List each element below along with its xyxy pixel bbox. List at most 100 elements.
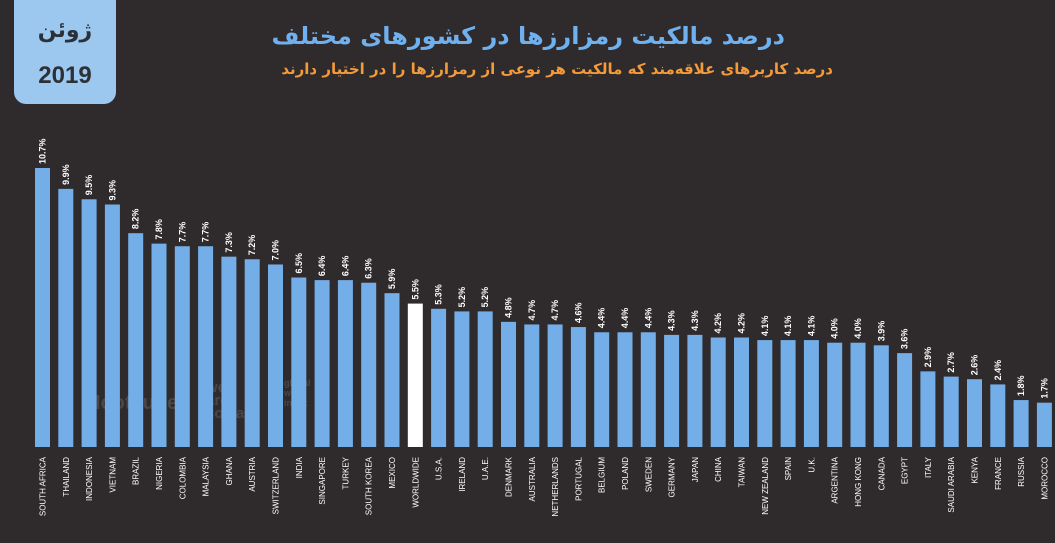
bar-saudi-arabia	[943, 376, 959, 447]
category-labels-group: SOUTH AFRICA THAILAND INDONESIA VIETNAM BRAZ…	[39, 456, 1050, 516]
value-label-thailand: 9.9%	[61, 164, 71, 185]
category-label-sweden: SWEDEN	[644, 457, 653, 492]
value-label-kenya: 2.6%	[970, 355, 980, 376]
category-label-turkey: TURKEY	[341, 456, 350, 489]
bar-hong-kong	[850, 342, 866, 447]
category-label-nigeria: NIGERIA	[155, 456, 164, 490]
value-label-australia: 4.7%	[527, 300, 537, 321]
category-label-singapore: SINGAPORE	[318, 457, 327, 505]
bar-ghana	[221, 256, 237, 447]
value-label-netherlands: 4.7%	[550, 300, 560, 321]
value-label-japan: 4.3%	[690, 310, 700, 331]
category-label-u-k: U.K.	[807, 457, 816, 473]
category-label-japan: JAPAN	[691, 457, 700, 482]
value-label-indonesia: 9.5%	[84, 175, 94, 196]
value-labels-group: 10.7% 9.9% 9.5% 9.3% 8.2% 7.8% 7.7% 7.7% 7.3% 7.2…	[38, 138, 1050, 398]
bar-u-s-a	[431, 308, 447, 447]
category-label-brazil: BRAZIL	[132, 456, 141, 485]
bar-south-africa	[35, 168, 50, 447]
value-label-russia: 1.8%	[1016, 376, 1026, 397]
category-label-morocco: MOROCCO	[1040, 457, 1049, 500]
value-label-argentina: 4.0%	[830, 318, 840, 339]
bar-indonesia	[81, 199, 97, 447]
value-label-france: 2.4%	[993, 360, 1003, 381]
bar-ireland	[454, 311, 470, 447]
category-label-india: INDIA	[295, 456, 304, 478]
bar-sweden	[640, 332, 656, 447]
category-label-argentina: ARGENTINA	[831, 456, 840, 503]
bar-new-zealand	[757, 340, 773, 447]
value-label-mexico: 5.9%	[387, 269, 397, 290]
value-label-colombia: 7.7%	[177, 222, 187, 243]
category-label-u-s-a: U.S.A.	[435, 457, 444, 480]
category-label-switzerland: SWITZERLAND	[272, 457, 281, 515]
category-label-portugal: PORTUGAL	[574, 456, 583, 500]
category-label-poland: POLAND	[621, 457, 630, 490]
value-label-u-k: 4.1%	[806, 316, 816, 337]
bar-china	[710, 337, 726, 447]
category-label-germany: GERMANY	[668, 456, 677, 497]
value-label-canada: 3.9%	[876, 321, 886, 342]
bar-poland	[617, 332, 633, 447]
category-label-austria: AUSTRIA	[248, 456, 257, 491]
bar-malaysia	[198, 246, 214, 447]
value-label-south-korea: 6.3%	[364, 258, 374, 279]
value-label-belgium: 4.4%	[597, 308, 607, 329]
value-label-portugal: 4.6%	[573, 303, 583, 324]
value-label-singapore: 6.4%	[317, 256, 327, 277]
bar-taiwan	[734, 337, 749, 447]
bar-turkey	[337, 280, 353, 447]
value-label-nigeria: 7.8%	[154, 219, 164, 240]
bar-austria	[244, 259, 260, 447]
category-label-hong-kong: HONG KONG	[854, 457, 863, 507]
value-label-italy: 2.9%	[923, 347, 933, 368]
value-label-egypt: 3.6%	[900, 329, 910, 350]
bar-worldwide	[407, 303, 423, 447]
bar-morocco	[1036, 402, 1052, 447]
category-label-new-zealand: NEW ZEALAND	[761, 457, 770, 515]
category-label-thailand: THAILAND	[62, 457, 71, 497]
bar-vietnam	[104, 204, 120, 447]
value-label-hong-kong: 4.0%	[853, 318, 863, 339]
bar-australia	[524, 324, 540, 447]
category-label-russia: RUSSIA	[1017, 456, 1026, 486]
bar-switzerland	[268, 264, 283, 447]
bar-france	[990, 384, 1006, 447]
category-label-taiwan: TAIWAN	[738, 457, 747, 487]
category-label-denmark: DENMARK	[505, 456, 514, 497]
bar-brazil	[128, 233, 144, 447]
bar-japan	[687, 334, 703, 447]
bar-argentina	[827, 342, 843, 447]
bar-egypt	[897, 353, 913, 447]
bar-germany	[664, 334, 680, 447]
value-label-spain: 4.1%	[783, 316, 793, 337]
value-label-malaysia: 7.7%	[201, 222, 211, 243]
category-label-france: FRANCE	[994, 457, 1003, 490]
bar-canada	[873, 345, 889, 447]
bar-india	[291, 277, 307, 447]
bars-group	[35, 168, 1052, 448]
category-label-south-korea: SOUTH KOREA	[365, 456, 374, 515]
category-label-egypt: EGYPT	[901, 457, 910, 484]
category-label-australia: AUSTRALIA	[528, 456, 537, 501]
category-label-china: CHINA	[714, 456, 723, 482]
bar-denmark	[501, 321, 516, 447]
value-label-austria: 7.2%	[247, 235, 257, 256]
value-label-vietnam: 9.3%	[107, 180, 117, 201]
bar-thailand	[58, 188, 74, 448]
bar-u-k	[803, 340, 819, 447]
value-label-china: 4.2%	[713, 313, 723, 334]
chart-title: درصد مالکیت رمزارزها در کشورهای مختلف	[271, 22, 785, 50]
date-year: 2019	[38, 62, 92, 89]
category-label-italy: ITALY	[924, 456, 933, 478]
value-label-new-zealand: 4.1%	[760, 316, 770, 337]
bar-singapore	[314, 280, 330, 447]
bar-colombia	[174, 246, 190, 447]
bar-portugal	[570, 327, 586, 447]
bar-netherlands	[547, 324, 563, 447]
value-label-u-s-a: 5.3%	[434, 284, 444, 305]
category-label-netherlands: NETHERLANDS	[551, 457, 560, 517]
category-label-ireland: IRELAND	[458, 457, 467, 492]
value-label-saudi-arabia: 2.7%	[946, 352, 956, 373]
